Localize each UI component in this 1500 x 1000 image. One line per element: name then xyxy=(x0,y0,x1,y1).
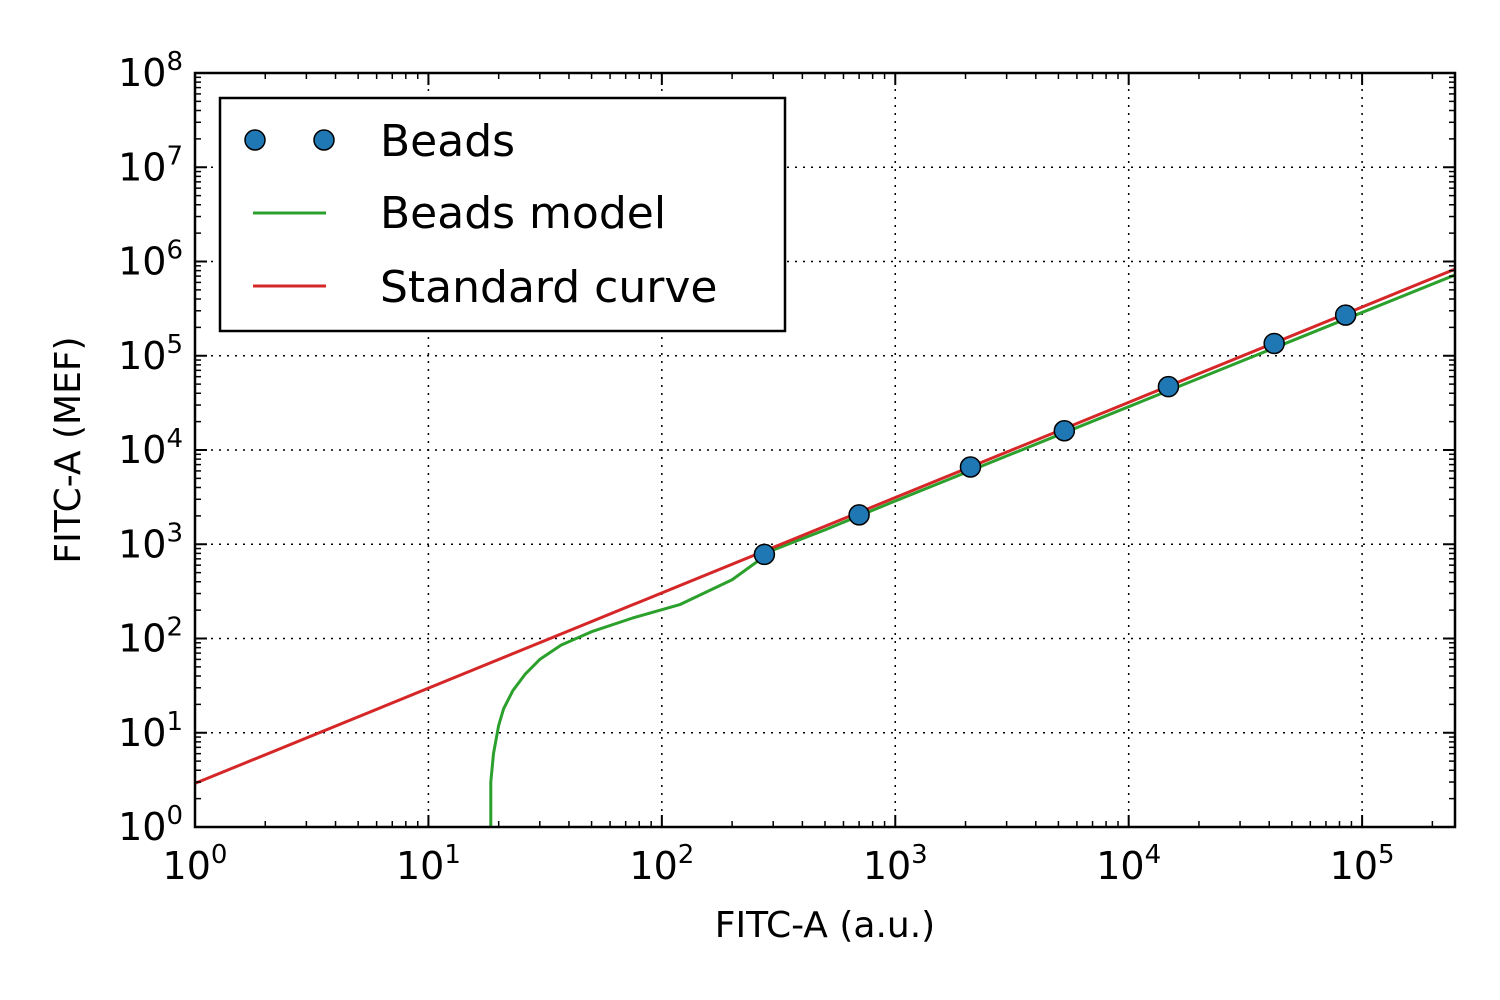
y-tick-label: 101 xyxy=(118,707,183,755)
bead-point xyxy=(1263,332,1285,355)
y-tick-label: 104 xyxy=(118,424,183,472)
bead-point xyxy=(959,456,982,478)
y-tick-label: 102 xyxy=(118,613,183,661)
y-tick-label: 108 xyxy=(118,47,183,95)
x-tick-label: 102 xyxy=(629,840,694,888)
series-line-beads-model xyxy=(489,273,1455,827)
x-axis-label: FITC-A (a.u.) xyxy=(715,905,935,946)
y-tick-label: 105 xyxy=(118,330,183,378)
legend-beads-marker-2 xyxy=(313,129,335,151)
x-tick-label: 101 xyxy=(396,840,461,888)
bead-point xyxy=(753,543,776,566)
legend: Beads Beads model Standard curve xyxy=(218,96,787,333)
y-tick-label: 107 xyxy=(118,141,183,189)
y-tick-label: 106 xyxy=(118,236,183,284)
y-axis-label: FITC-A (MEF) xyxy=(48,336,89,563)
legend-beads-label: Beads xyxy=(380,116,515,167)
y-tick-label: 100 xyxy=(118,801,183,849)
x-tick-label: 105 xyxy=(1330,840,1395,888)
x-tick-label: 100 xyxy=(163,840,228,888)
legend-standard-curve-label: Standard curve xyxy=(380,262,717,313)
bead-point xyxy=(1157,375,1180,398)
bead-point xyxy=(1053,420,1076,442)
x-tick-label: 103 xyxy=(863,840,928,888)
legend-beads-marker-1 xyxy=(244,129,266,151)
tick-labels: 100 101 102 103 104 105 100 101 102 103 104 105 106 1… xyxy=(118,47,1394,888)
y-tick-label: 103 xyxy=(118,518,183,566)
bead-point xyxy=(848,504,870,526)
bead-point xyxy=(1334,304,1357,326)
series-layer xyxy=(195,267,1455,827)
ticks xyxy=(194,72,1455,828)
series-line-standard-curve xyxy=(195,267,1455,785)
x-tick-label: 104 xyxy=(1096,840,1161,888)
legend-beads-model-label: Beads model xyxy=(380,188,666,239)
